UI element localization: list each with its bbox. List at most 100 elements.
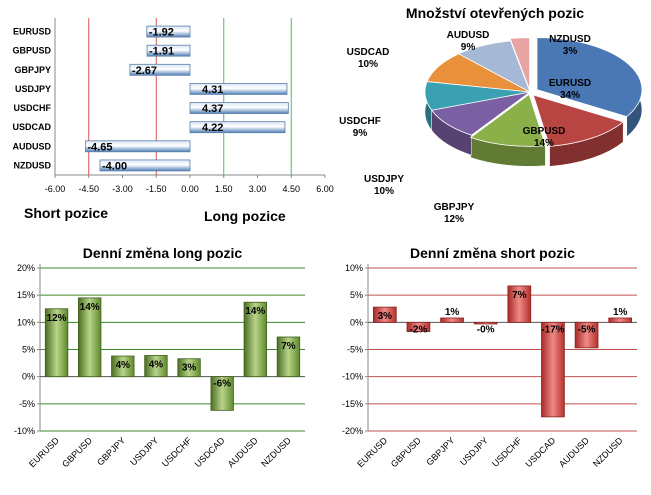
category-label-usdjpy: USDJPY [458,435,490,467]
category-label-usdchf: USDCHF [160,435,194,469]
category-label-gbpusd: GBPUSD [60,435,94,469]
data-label-audusd: 14% [245,306,265,317]
category-label-gbpusd: GBPUSD [389,435,423,469]
bar-gbpjpy [129,63,191,76]
x-tick-label: -1.50 [146,184,167,194]
category-label-gbpjpy: GBPJPY [14,65,51,75]
y-tick-label: -5% [347,345,363,355]
bar-gbpusd [78,297,102,378]
data-label-nzdusd: -4.00 [102,160,127,172]
bar-nzdusd [99,159,191,172]
y-tick-label: 5% [22,345,35,355]
pie-slice-gbpjpy [469,93,546,147]
y-tick-label: 10% [345,263,363,273]
pie-label-value-gbpjpy: 12% [444,214,464,225]
bar-nzdusd [608,317,633,323]
short-change-bar-chart: Denní změna short pozic -20% -15% -10% -5% 0%… [342,245,637,469]
category-label-audusd: AUDUSD [557,435,591,469]
bar-gbpjpy [440,317,464,323]
x-tick-label: -3.00 [112,184,133,194]
data-label-gbpusd: -2% [410,324,428,335]
bar-usdcad [210,376,234,411]
data-label-nzdusd: 7% [281,341,296,352]
y-tick-label: 5% [350,290,363,300]
x-tick-label: 3.00 [249,184,267,194]
bar-usdjpy [473,321,498,325]
data-label-audusd: -5% [578,324,596,335]
pie-label-value-nzdusd: 3% [563,46,578,57]
bar-usdchf [177,358,201,378]
y-tick-label: -20% [342,426,363,436]
category-label-usdjpy: USDJPY [128,435,160,467]
y-tick-label: 20% [17,263,35,273]
pie-label-name-usdjpy: USDJPY [364,174,404,185]
data-label-usdchf: 4.37 [202,103,223,115]
data-label-gbpjpy: -2.67 [132,65,157,77]
pie-label-name-usdcad: USDCAD [347,47,390,58]
category-label-eurusd: EURUSD [13,27,52,37]
pie-slice-audusd [457,40,531,93]
positions-bar-chart: -6.00 -4.50 -3.00 -1.50 0.00 1.50 3.00 4.50 6.00… [12,18,334,224]
y-tick-label: 10% [17,317,35,327]
short-positions-label: Short pozice [24,205,108,221]
data-label-gbpusd: 14% [80,302,100,313]
data-label-usdchf: 3% [182,363,197,374]
pie-label-value-audusd: 9% [461,42,476,53]
y-tick-label: -15% [342,399,363,409]
bar-nzdusd [276,336,301,378]
pie-slices [424,37,643,167]
bar-eurusd [146,25,191,38]
x-tick-label: -4.50 [78,184,99,194]
category-label-audusd: AUDUSD [226,435,260,469]
y-tick-label: -10% [342,372,363,382]
pie-chart-title: Množství otevřených pozic [406,5,584,21]
data-label-usdchf: 7% [512,290,527,301]
bar-eurusd [372,306,397,323]
data-label-audusd: -4.65 [87,141,112,153]
pie-label-name-gbpjpy: GBPJPY [434,202,475,213]
category-label-nzdusd: NZDUSD [591,435,625,469]
long-positions-label: Long pozice [204,208,286,224]
x-tick-label: -6.00 [45,184,66,194]
category-label-usdcad: USDCAD [523,435,557,469]
long-change-bar-chart: Denní změna long pozic -10% -5% 0% 5% 10% 15% 2… [14,245,305,469]
y-tick-label: -5% [19,399,35,409]
category-label-gbpjpy: GBPJPY [95,435,127,467]
bar-usdcad [541,321,565,418]
positions-bar-chart-panel: -6.00 -4.50 -3.00 -1.50 0.00 1.50 3.00 4.50 6.00… [0,0,340,230]
chart-title: Denní změna long pozic [83,245,243,261]
data-label-gbpjpy: 1% [445,307,460,318]
data-label-eurusd: 12% [47,313,67,324]
x-tick-label: 0.00 [181,184,199,194]
category-label-usdchf: USDCHF [14,103,52,113]
category-label-usdcad: USDCAD [12,122,51,132]
data-label-nzdusd: 1% [613,307,628,318]
bar-usdchf [507,285,532,323]
data-label-gbpjpy: 4% [116,360,131,371]
category-label-gbpusd: GBPUSD [12,46,51,56]
open-positions-pie-panel: Množství otevřených pozic EURUSD 34% GBPUSD… [339,0,651,232]
pie-label-name-nzdusd: NZDUSD [549,34,591,45]
y-tick-label: -10% [14,426,35,436]
category-label-eurusd: EURUSD [27,435,61,469]
bar-audusd [574,321,599,349]
category-label-gbpjpy: GBPJPY [424,435,456,467]
x-tick-label: 1.50 [215,184,233,194]
pie-label-name-gbpusd: GBPUSD [523,126,566,137]
pie-label-value-eurusd: 34% [560,90,580,101]
category-label-usdchf: USDCHF [490,435,524,469]
pie-label-name-audusd: AUDUSD [447,30,490,41]
pie-label-value-gbpusd: 14% [534,138,554,149]
data-label-usdjpy: 4.31 [202,84,223,96]
data-label-eurusd: 3% [378,311,393,322]
pie-label-name-usdchf: USDCHF [339,116,381,127]
category-label-nzdusd: NZDUSD [14,160,52,170]
data-label-gbpusd: -1.91 [149,46,174,58]
pie-label-value-usdjpy: 10% [374,186,394,197]
bar-gbpjpy [111,355,135,378]
x-tick-label: 4.50 [282,184,300,194]
category-label-audusd: AUDUSD [12,141,51,151]
pie-label-name-eurusd: EURUSD [549,78,591,89]
long-change-chart-panel: Denní změna long pozic -10% -5% 0% 5% 10% 15% 2… [0,236,325,495]
